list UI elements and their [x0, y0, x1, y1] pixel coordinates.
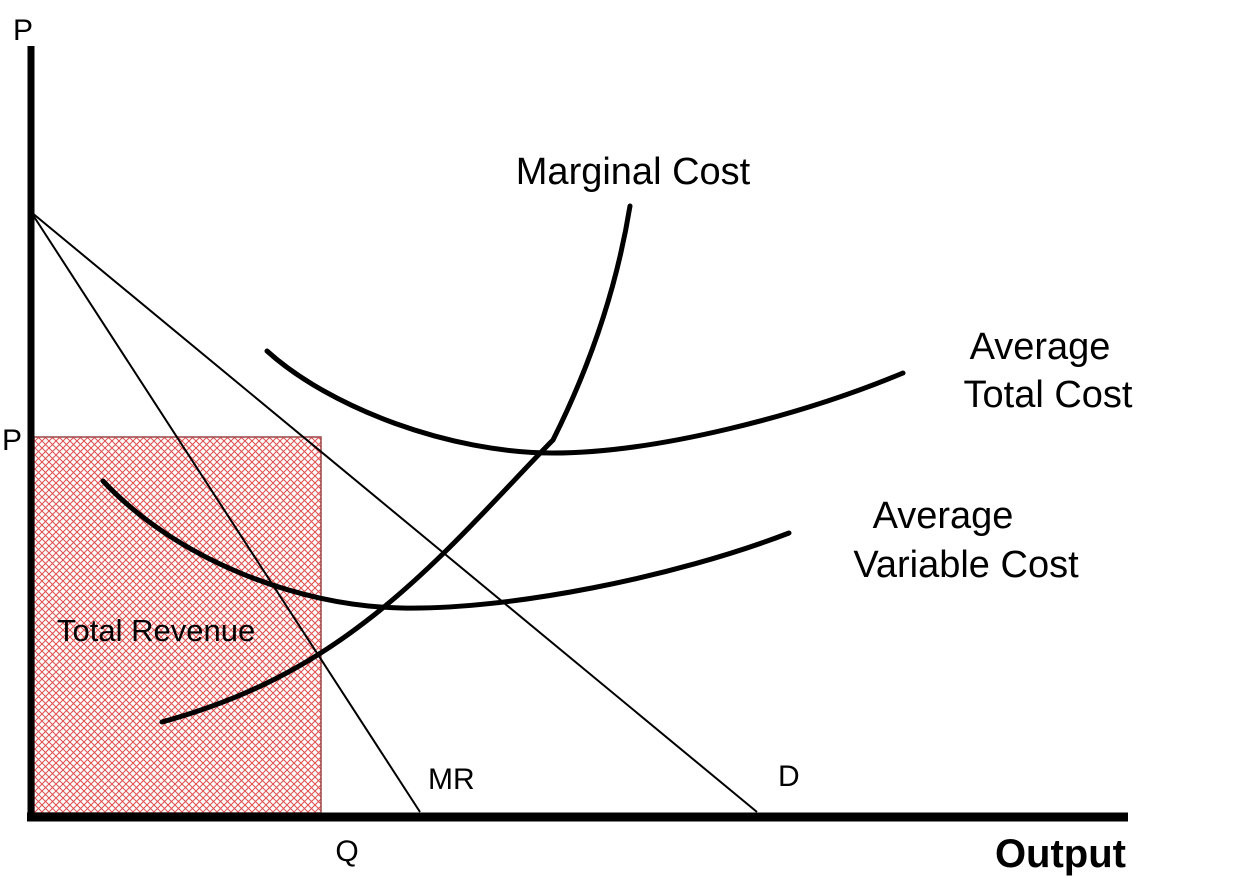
- mr-label: MR: [428, 763, 475, 796]
- average-total-cost-curve: [264, 348, 906, 456]
- marginal-cost-label: Marginal Cost: [516, 151, 751, 193]
- atc-label-line1: Average: [970, 326, 1111, 368]
- demand-curve: [30, 211, 758, 813]
- total-revenue-area: [33, 436, 322, 814]
- x-axis-label: Output: [995, 832, 1126, 876]
- avc-label-line1: Average: [873, 495, 1014, 537]
- atc-label-line2: Total Cost: [964, 374, 1133, 416]
- marginal-revenue-curve: [30, 211, 421, 813]
- demand-label: D: [778, 760, 800, 793]
- avc-label-line2: Variable Cost: [853, 544, 1079, 586]
- average-variable-cost-curve: [100, 478, 792, 611]
- quantity-label: Q: [335, 835, 358, 868]
- marginal-cost-curve: [159, 203, 633, 725]
- total-revenue-label: Total Revenue: [57, 613, 255, 648]
- price-label: P: [2, 424, 22, 457]
- y-axis-label: P: [13, 14, 33, 47]
